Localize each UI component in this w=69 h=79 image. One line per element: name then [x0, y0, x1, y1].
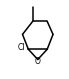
Text: Cl: Cl — [17, 43, 25, 52]
Text: O: O — [35, 57, 41, 66]
